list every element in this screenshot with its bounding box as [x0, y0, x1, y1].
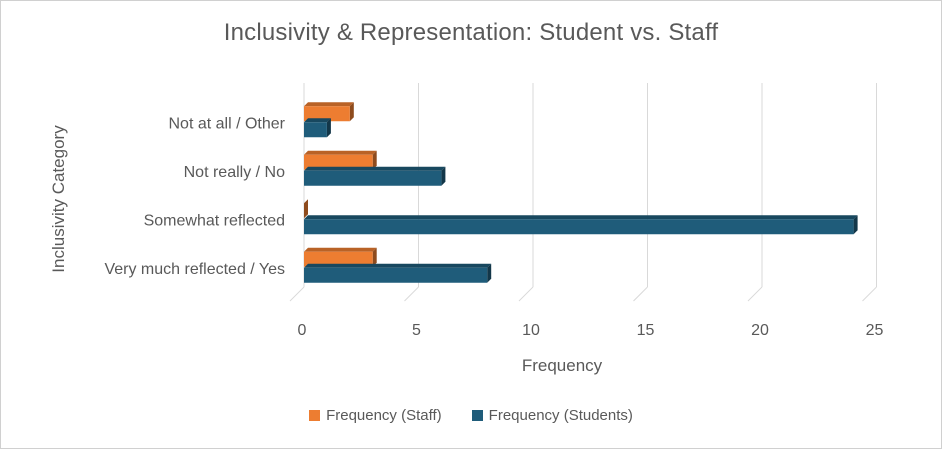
bar-side-face [349, 102, 354, 122]
bar-top-face [304, 263, 492, 268]
x-axis-label: Frequency [522, 356, 603, 375]
gridline-floor [518, 286, 534, 302]
legend-item-staff[interactable]: Frequency (Staff) [309, 407, 442, 424]
bar-front-face [304, 154, 373, 170]
bar-students[interactable] [304, 215, 858, 235]
x-axis-ticks: 0 5 10 15 20 25 [298, 322, 884, 339]
gridline-floor [862, 286, 877, 302]
legend-label-students: Frequency (Students) [488, 407, 633, 424]
y-axis-ticks: Not at all / Other Not really / No Somewha… [104, 115, 285, 278]
bar-staff[interactable] [304, 150, 377, 170]
bar-side-face [372, 247, 377, 267]
bar-students[interactable] [304, 166, 446, 186]
x-tick-label: 0 [298, 322, 307, 339]
legend-swatch-students [471, 410, 483, 421]
gridline-floor [633, 286, 648, 302]
legend: Frequency (Staff) Frequency (Students) [1, 407, 941, 424]
bar-staff[interactable] [304, 247, 377, 267]
bar-top-face [304, 247, 377, 252]
gridline-floor [747, 286, 763, 302]
bars [304, 102, 858, 283]
bar-students[interactable] [304, 263, 492, 283]
bar-staff[interactable] [304, 102, 354, 122]
bar-top-face [304, 150, 377, 155]
bar-side-face [326, 118, 331, 138]
legend-item-students[interactable]: Frequency (Students) [471, 407, 633, 424]
bar-staff[interactable] [304, 199, 308, 219]
chart-title: Inclusivity & Representation: Student vs… [223, 19, 719, 46]
bar-side-face [304, 199, 308, 219]
x-tick-label: 20 [751, 322, 769, 339]
x-tick-label: 5 [412, 322, 421, 339]
bar-front-face [304, 219, 854, 235]
bar-front-face [304, 170, 442, 186]
legend-swatch-staff [309, 410, 321, 421]
category-label: Very much reflected / Yes [104, 261, 285, 278]
bar-front-face [304, 122, 327, 138]
bar-side-face [487, 263, 492, 283]
bar-front-face [304, 106, 350, 122]
bar-top-face [304, 102, 354, 107]
x-tick-label: 15 [637, 322, 655, 339]
bar-top-face [304, 118, 331, 123]
x-tick-label: 25 [866, 322, 884, 339]
x-tick-label: 10 [522, 322, 540, 339]
category-label: Not at all / Other [169, 115, 286, 132]
category-label: Not really / No [184, 164, 285, 181]
bar-front-face [304, 251, 373, 267]
gridline-floor [289, 286, 305, 302]
bar-side-face [372, 150, 377, 170]
bar-side-face [441, 166, 446, 186]
bar-side-face [853, 215, 858, 235]
bar-top-face [304, 215, 858, 220]
bar-top-face [304, 166, 446, 171]
gridline-floor [404, 286, 419, 302]
legend-label-staff: Frequency (Staff) [326, 407, 442, 424]
y-axis-label: Inclusivity Category [49, 125, 68, 273]
bar-students[interactable] [304, 118, 331, 138]
bar-front-face [304, 267, 488, 283]
category-label: Somewhat reflected [144, 212, 285, 229]
